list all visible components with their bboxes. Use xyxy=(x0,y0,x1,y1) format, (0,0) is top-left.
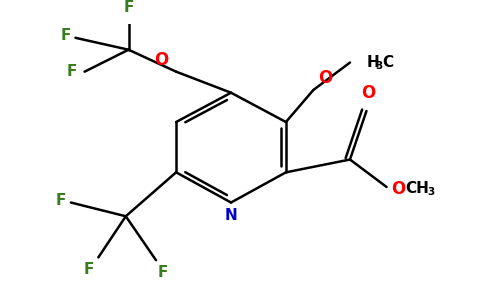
Text: O: O xyxy=(318,69,332,87)
Text: H: H xyxy=(366,55,379,70)
Text: 3: 3 xyxy=(427,187,434,196)
Text: F: F xyxy=(60,28,71,43)
Text: F: F xyxy=(67,64,77,79)
Text: 3: 3 xyxy=(376,61,383,71)
Text: N: N xyxy=(225,208,237,223)
Text: F: F xyxy=(83,262,94,277)
Text: C: C xyxy=(382,55,393,70)
Text: F: F xyxy=(158,265,168,280)
Text: O: O xyxy=(391,180,406,198)
Text: F: F xyxy=(56,193,66,208)
Text: CH: CH xyxy=(405,181,429,196)
Text: F: F xyxy=(123,0,134,15)
Text: O: O xyxy=(361,84,376,102)
Text: O: O xyxy=(154,51,169,69)
